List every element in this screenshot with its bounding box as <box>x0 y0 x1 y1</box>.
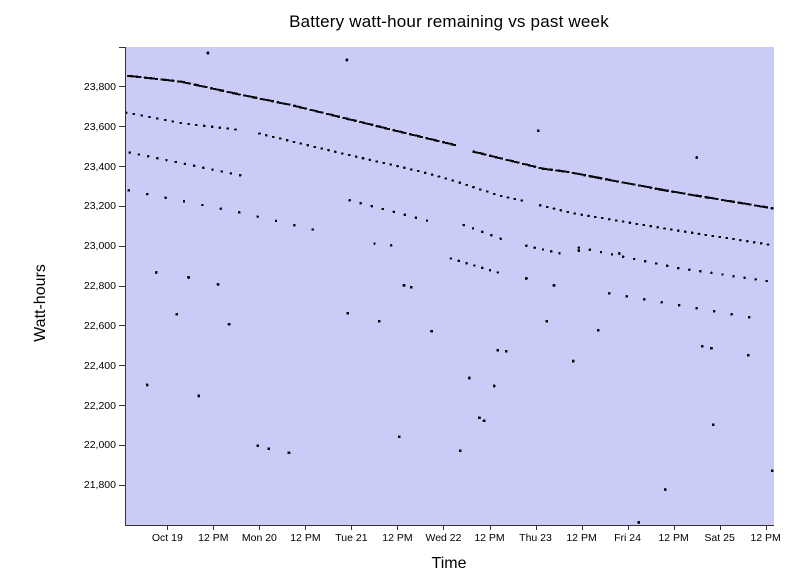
y-tick-label: 21,800 <box>83 479 116 492</box>
x-tick-mark <box>489 525 491 530</box>
x-tick-label: Sat 25 <box>704 532 735 544</box>
x-tick-label: Mon 20 <box>241 532 277 544</box>
x-tick-mark <box>673 525 675 530</box>
y-tick-label: 23,400 <box>83 160 116 173</box>
y-tick-label: 23,600 <box>83 120 116 133</box>
x-tick-label: Thu 23 <box>519 532 552 544</box>
y-tick-label: 22,600 <box>83 319 116 332</box>
x-tick-mark <box>351 525 353 530</box>
y-tick-mark <box>119 166 125 167</box>
y-tick-mark <box>119 325 125 327</box>
x-tick-label: Fri 24 <box>614 532 641 544</box>
y-tick-mark <box>119 205 125 207</box>
x-tick-mark <box>535 525 537 530</box>
x-tick-mark <box>305 525 307 530</box>
x-tick-mark <box>719 525 721 530</box>
x-tick-label: Wed 22 <box>425 532 462 544</box>
y-tick-label: 22,200 <box>83 399 116 412</box>
x-tick-mark <box>213 525 215 530</box>
y-tick-mark <box>119 46 125 48</box>
y-tick-mark <box>119 405 125 406</box>
x-tick-label: 12 PM <box>658 532 689 544</box>
x-tick-label: 12 PM <box>750 532 781 544</box>
x-tick-mark <box>443 525 445 530</box>
x-tick-label: 12 PM <box>566 532 597 544</box>
x-tick-label: 12 PM <box>198 532 229 544</box>
y-tick-mark <box>119 285 125 287</box>
y-tick-label: 23,000 <box>83 240 116 253</box>
x-tick-mark <box>627 525 629 530</box>
x-axis-title: Time <box>431 555 467 572</box>
plot-area <box>125 47 774 526</box>
x-tick-label: 12 PM <box>474 532 505 544</box>
x-tick-label: Tue 21 <box>335 532 368 544</box>
x-tick-mark <box>259 525 261 530</box>
y-tick-mark <box>119 245 125 247</box>
y-tick-mark <box>119 484 125 486</box>
x-tick-mark <box>397 525 399 530</box>
y-tick-label: 22,000 <box>83 439 116 452</box>
chart-title: Battery watt-hour remaining vs past week <box>289 12 609 31</box>
y-tick-label: 22,800 <box>83 280 116 292</box>
scatter-points-svg <box>126 51 774 524</box>
y-tick-mark <box>119 126 125 128</box>
x-tick-mark <box>167 525 169 530</box>
x-tick-label: 12 PM <box>290 532 321 544</box>
y-tick-label: 22,400 <box>83 359 116 372</box>
x-tick-mark <box>581 525 583 530</box>
x-tick-label: 12 PM <box>382 532 413 544</box>
y-tick-mark <box>119 444 125 446</box>
y-tick-label: 23,200 <box>83 200 116 213</box>
x-tick-label: Oct 19 <box>151 532 183 544</box>
y-tick-label: 23,800 <box>83 80 116 93</box>
y-tick-mark <box>119 86 125 88</box>
y-tick-mark <box>119 365 125 367</box>
x-tick-mark <box>765 525 767 530</box>
